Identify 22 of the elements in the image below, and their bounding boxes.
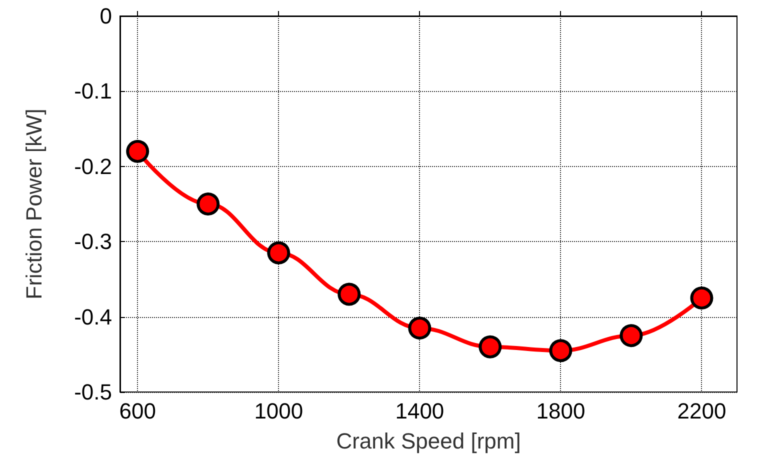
y-tick-label: -0.1	[74, 78, 112, 104]
point	[620, 324, 643, 348]
y-tick-label: -0.3	[74, 229, 112, 254]
point	[549, 339, 572, 362]
point	[478, 335, 502, 358]
y-tick-label: -0.2	[74, 154, 112, 179]
x-tick-label: 1400	[395, 398, 444, 424]
x-axis-title: Crank Speed [rpm]	[336, 428, 521, 454]
y-tick-label: -0.4	[74, 304, 112, 330]
point	[338, 282, 361, 306]
y-tick-label: -0.5	[74, 380, 112, 404]
y-axis-title: Friction Power [kW]	[22, 108, 46, 300]
x-tick-label: 2200	[677, 398, 726, 424]
point	[690, 286, 714, 310]
y-tick-label: 0	[100, 4, 112, 28]
point	[408, 316, 432, 340]
point	[126, 140, 150, 163]
point	[196, 192, 220, 216]
point	[267, 241, 290, 264]
x-tick-label: 1000	[254, 398, 304, 424]
x-tick-label: 1800	[536, 398, 586, 424]
x-tick-label: 600	[119, 398, 156, 424]
